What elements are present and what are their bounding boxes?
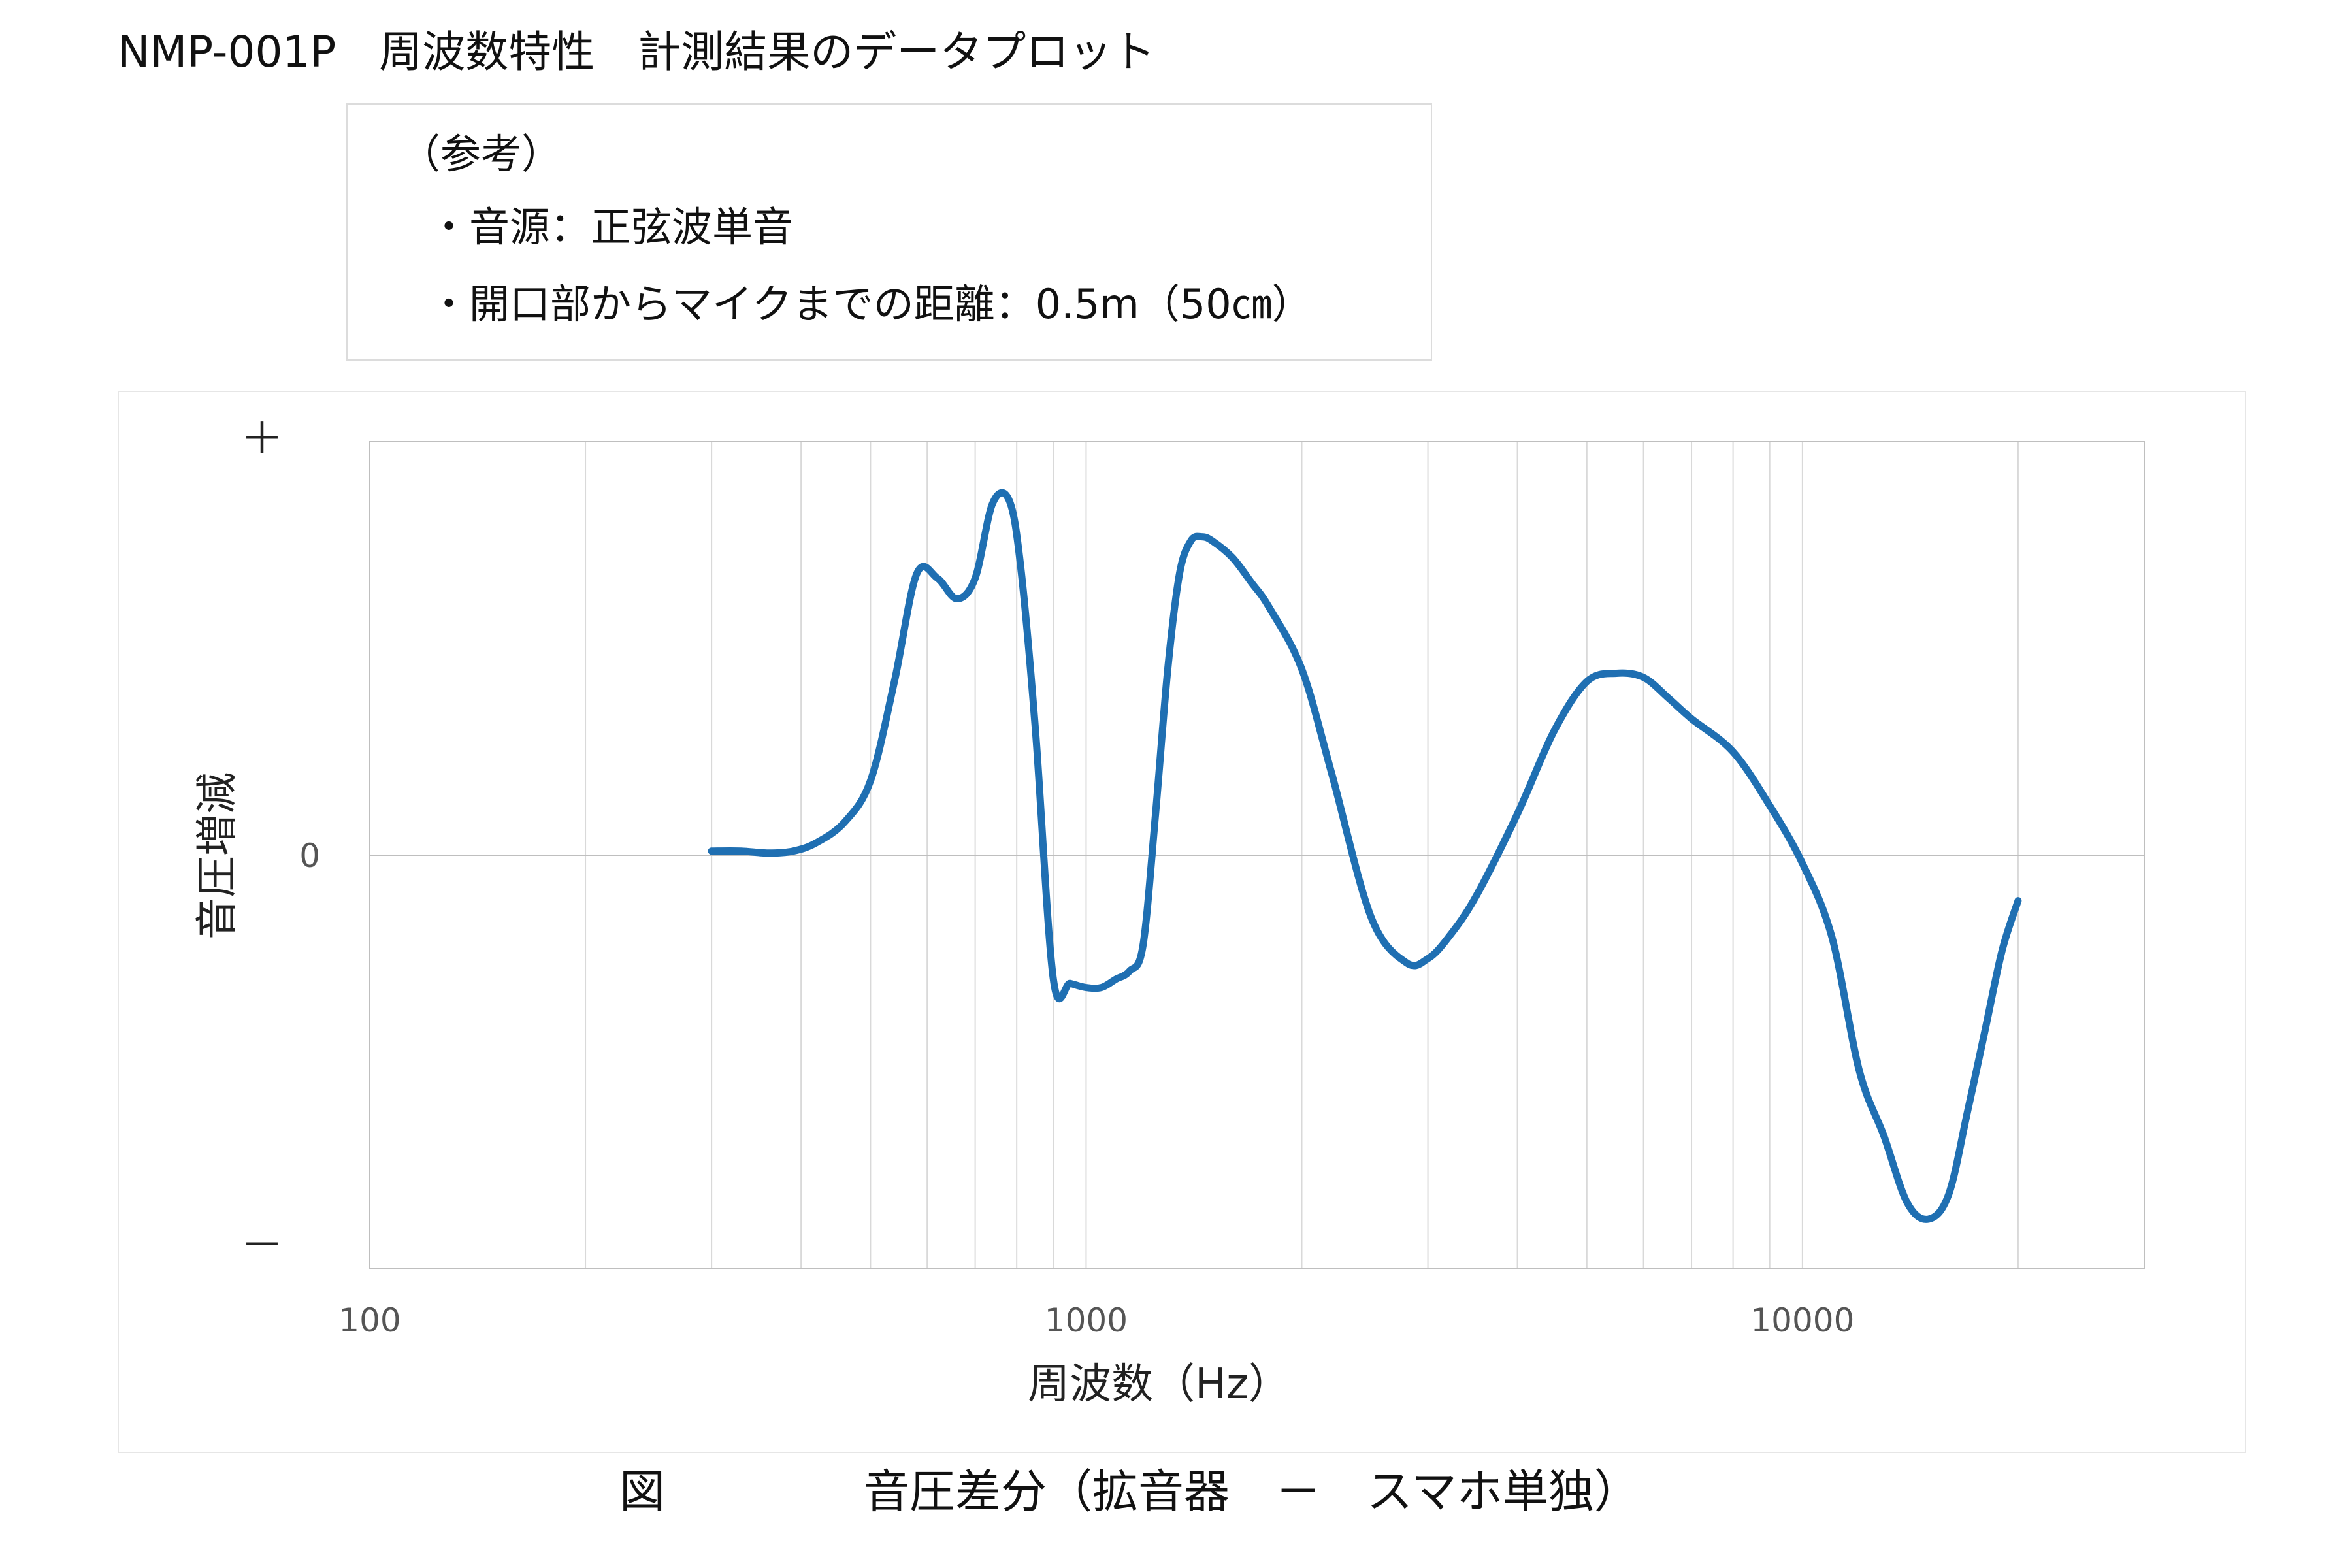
x-tick-label-10000: 10000 <box>1750 1301 1854 1339</box>
y-tick-label-minus: － <box>240 1220 284 1270</box>
axes <box>369 441 2145 1269</box>
y-axis-title: 音圧増減 <box>193 772 242 939</box>
x-tick-label-100: 100 <box>338 1301 400 1339</box>
reference-note-box: （参考） ・音源：正弦波単音 ・開口部からマイクまでの距離：0.5m（50㎝） <box>346 103 1432 361</box>
y-tick-label-plus: ＋ <box>240 414 284 464</box>
x-axis-title: 周波数（Hz） <box>1028 1360 1290 1409</box>
x-tick-label-1000: 1000 <box>1045 1301 1128 1339</box>
reference-note-sound-source: ・音源：正弦波単音 <box>429 203 794 251</box>
figure-caption-text: 音圧差分（拡音器 － スマホ単独） <box>864 1465 1640 1518</box>
reference-note-heading: （参考） <box>400 130 563 178</box>
figure-caption-label: 図 <box>619 1465 665 1518</box>
frequency-response-chart: 周波数（Hz） 音圧増減 100 1000 10000 ＋ 0 － <box>193 414 2145 1409</box>
axis-labels: 周波数（Hz） 音圧増減 100 1000 10000 ＋ 0 － <box>193 414 1854 1409</box>
y-tick-label-zero: 0 <box>299 837 320 875</box>
series-layer <box>708 489 2022 1223</box>
chart-frame: 周波数（Hz） 音圧増減 100 1000 10000 ＋ 0 － <box>118 391 2246 1453</box>
series-line-0 <box>708 489 2022 1223</box>
page-title: NMP-001P 周波数特性 計測結果のデータプロット <box>118 27 1156 77</box>
reference-note-mic-distance: ・開口部からマイクまでの距離：0.5m（50㎝） <box>429 280 1313 328</box>
